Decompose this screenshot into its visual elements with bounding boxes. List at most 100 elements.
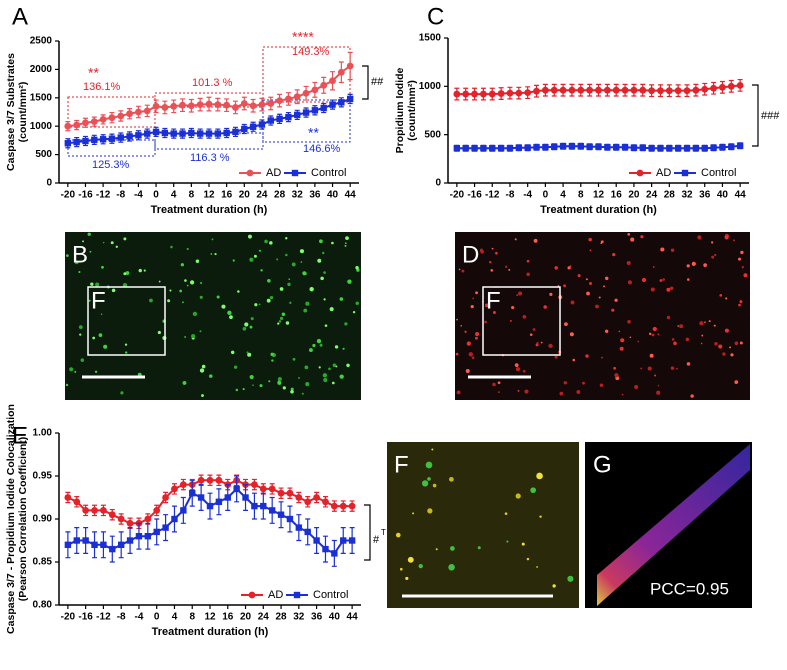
cell [278,320,282,323]
marker [639,144,646,151]
cell [304,365,309,370]
marker [329,77,336,85]
marker [340,537,347,544]
cell [582,381,585,385]
cell [399,567,403,571]
cell [264,239,268,244]
marker [206,476,214,484]
panel-label: B [72,241,88,268]
marker [683,87,691,95]
cell [285,321,290,325]
percent-label: 149.3% [292,46,330,58]
marker [179,130,186,137]
marker [196,130,204,137]
cell [455,352,459,356]
marker [91,507,98,514]
cell [468,352,474,357]
marker [258,101,266,109]
cell [504,512,508,515]
cell [491,247,494,250]
cell [708,320,711,323]
cell [270,352,274,356]
marker [135,108,142,116]
marker [559,86,567,94]
cell [659,279,663,282]
cell [182,381,187,385]
marker [126,110,133,118]
marker [293,93,301,101]
marker [108,135,116,142]
marker [286,515,294,523]
cell [277,380,282,385]
cell [329,307,334,312]
marker [595,86,602,94]
bracket [752,84,759,147]
marker [64,541,72,548]
cell [269,295,274,300]
x-tick-label: 28 [274,190,286,201]
panel-label: F [394,451,409,478]
cell [484,320,487,324]
cell [509,319,512,322]
y-tick-label: 1.00 [33,428,53,439]
x-tick-label: 16 [611,190,623,201]
cell [180,263,184,267]
cell [649,353,654,358]
marker [171,515,178,523]
marker [267,100,275,107]
marker [719,83,726,91]
marker [515,144,523,151]
x-tick-label: 20 [628,190,640,201]
marker [630,144,638,151]
dashed-box [262,99,351,143]
cell [536,566,538,568]
cell [302,271,307,276]
y-tick-label: 2000 [30,64,53,75]
cell [669,286,674,290]
cell [730,353,734,357]
y-axis-title: (count/mm²) [17,82,29,143]
cell [739,341,743,345]
marker [117,541,125,548]
marker [82,137,89,145]
marker [302,109,310,116]
cell [98,333,103,337]
marker [162,524,169,531]
marker [197,476,205,484]
x-tick-label: 8 [578,190,584,201]
cell [281,312,286,317]
cell [253,254,257,258]
x-tick-label: 40 [327,190,339,201]
cell [269,241,273,245]
marker [205,130,213,137]
cell [285,253,288,257]
marker [187,102,195,110]
cell [515,366,521,372]
cell [711,255,715,259]
marker [338,99,345,106]
marker [206,502,214,510]
x-axis-title: Treatment duration (h) [152,626,269,638]
marker [295,494,303,501]
marker [144,515,152,523]
cell [182,301,184,304]
x-tick-label: 16 [222,612,234,623]
cell [743,273,748,278]
legend-label: Control [313,589,348,601]
marker [462,145,469,152]
cell [195,259,200,263]
percent-label: 136.1% [83,81,121,93]
cell [567,575,574,582]
marker [91,541,98,548]
cell [461,269,465,273]
cell [74,370,77,373]
cell [211,238,214,241]
cell [170,245,173,249]
image-d [455,232,750,400]
cell [233,365,238,369]
marker [233,485,240,493]
cell [618,330,621,333]
cell [258,249,261,252]
cell [425,461,433,469]
cell [290,389,294,394]
